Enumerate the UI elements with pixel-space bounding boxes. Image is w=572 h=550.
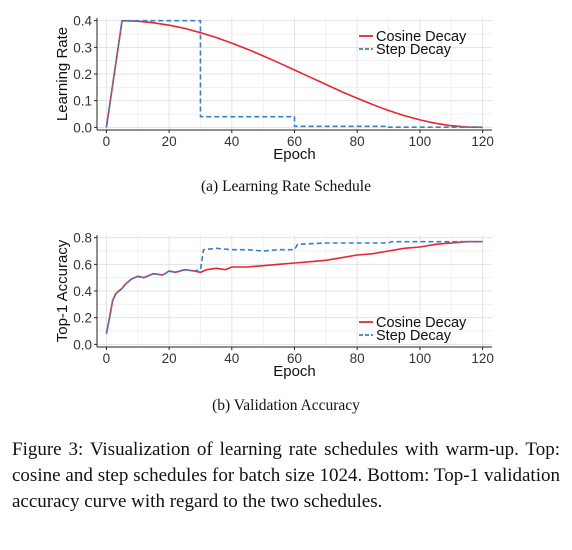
lr-y-tick-label: 0.3 xyxy=(73,40,92,55)
acc-series-cosine-decay xyxy=(105,240,483,334)
lr-series-step-decay xyxy=(105,19,483,129)
acc-series-step-decay xyxy=(105,240,483,334)
lr-series-cosine-decay xyxy=(105,19,483,129)
acc-legend-label-0: Cosine Decay xyxy=(376,315,467,331)
lr-y-tick-label: 0.2 xyxy=(73,67,92,82)
chart-validation-accuracy: 0 20 40 60 80 100 120 0.0 0.2 0.4 0.6 0.8 Epoch Top-1… xyxy=(54,231,494,380)
lr-x-tick-label: 120 xyxy=(471,134,494,149)
chart-learning-rate: 0 20 40 60 80 100 120 0.0 0.1 0.2 0.3 0.4 Epoch Learn… xyxy=(54,14,494,163)
lr-legend-label-0: Cosine Decay xyxy=(376,29,467,45)
subcaption-learning-rate: (a) Learning Rate Schedule xyxy=(201,178,371,195)
lr-x-tick-label: 0 xyxy=(103,134,111,149)
acc-y-tick-label: 0.4 xyxy=(73,284,92,299)
lr-y-tick-label: 0.0 xyxy=(73,120,92,135)
lr-x-tick-label: 20 xyxy=(162,134,177,149)
acc-y-tick-label: 0.0 xyxy=(73,337,92,352)
acc-y-tick-label: 0.8 xyxy=(73,231,92,246)
lr-y-tick-label: 0.4 xyxy=(73,14,92,29)
lr-x-axis-label: Epoch xyxy=(273,146,316,163)
subcaption-validation-accuracy: (b) Validation Accuracy xyxy=(212,397,360,414)
acc-y-axis-label: Top-1 Accuracy xyxy=(54,239,71,342)
acc-y-tick-label: 0.2 xyxy=(73,311,92,326)
acc-x-tick-label: 120 xyxy=(471,351,494,366)
lr-x-tick-label: 60 xyxy=(287,134,302,149)
acc-x-tick-label: 0 xyxy=(103,351,111,366)
figure-caption: Figure 3: Visualization of learning rate… xyxy=(12,439,560,512)
lr-y-tick-label: 0.1 xyxy=(73,94,92,109)
acc-y-tick-label: 0.6 xyxy=(73,257,92,272)
acc-x-tick-label: 20 xyxy=(162,351,177,366)
lr-x-tick-label: 100 xyxy=(409,134,432,149)
acc-legend-label-1: Step Decay xyxy=(376,328,452,344)
acc-x-tick-label: 100 xyxy=(409,351,432,366)
lr-y-axis-label: Learning Rate xyxy=(54,27,71,121)
acc-x-tick-label: 60 xyxy=(287,351,302,366)
acc-x-tick-label: 80 xyxy=(350,351,365,366)
lr-legend-label-1: Step Decay xyxy=(376,42,452,58)
acc-x-tick-label: 40 xyxy=(224,351,239,366)
lr-x-tick-label: 80 xyxy=(350,134,365,149)
acc-x-axis-label: Epoch xyxy=(273,363,316,380)
lr-x-tick-label: 40 xyxy=(224,134,239,149)
